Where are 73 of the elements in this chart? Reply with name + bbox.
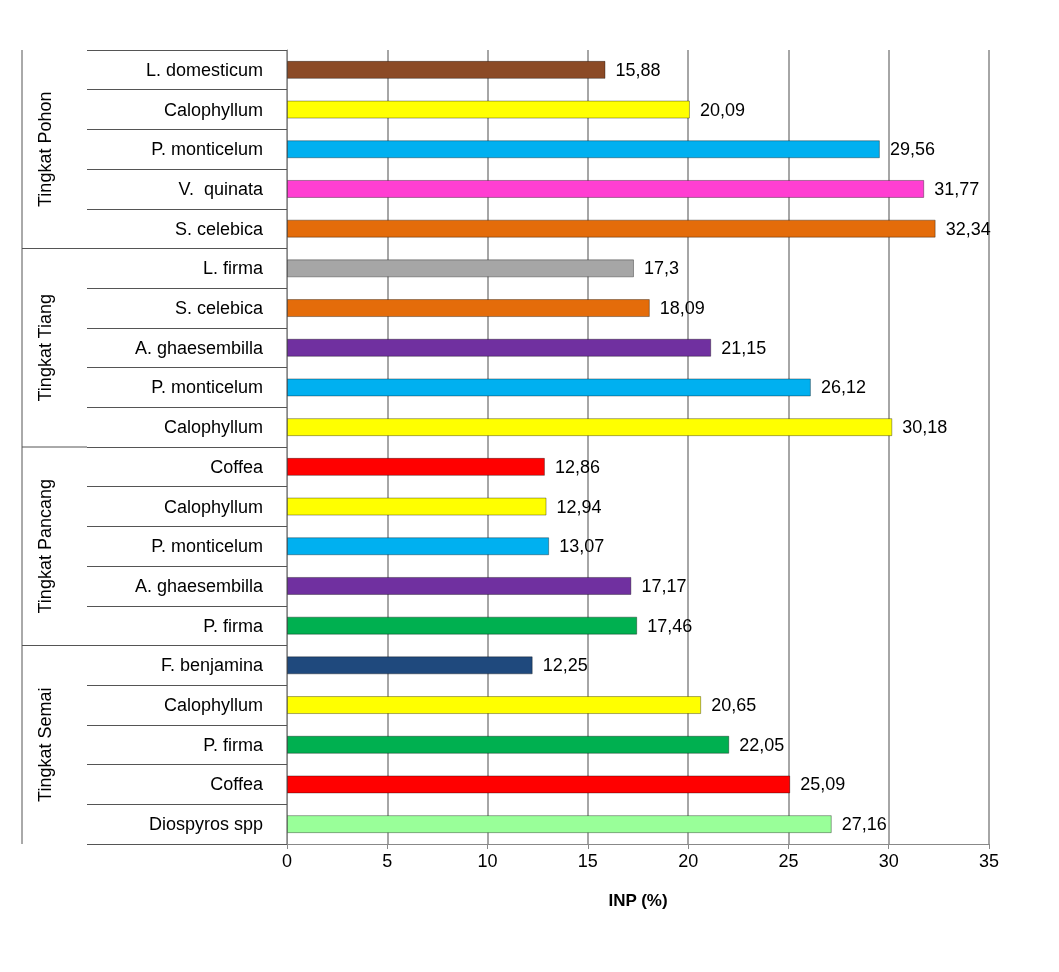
data-label: 29,56 [889,139,935,160]
bar [287,537,550,556]
bar [287,259,634,278]
y-tick-label: Calophyllum [163,496,263,517]
y-tick-label: Coffea [210,456,264,477]
bar [287,140,880,159]
bar [287,299,650,318]
data-label: 15,88 [615,59,661,80]
data-label: 22,05 [739,734,785,755]
data-label: 21,15 [721,337,767,358]
bar [287,576,632,595]
y-tick-label: F. benjamina [160,655,264,676]
bar [287,100,690,119]
data-label: 31,77 [934,178,980,199]
x-tick-label: 15 [577,851,598,871]
bar [287,418,893,437]
y-tick-label: V. quinata [178,178,264,199]
data-label: 27,16 [841,814,887,835]
y-tick-label: Coffea [210,774,264,795]
x-tick-label: 0 [281,851,293,871]
bar [287,656,533,675]
y-tick-label: A. ghaesembilla [134,337,264,358]
bar [287,815,832,834]
y-tick-label: S. celebica [174,218,264,239]
data-label: 13,07 [559,536,605,557]
bar [287,457,545,476]
y-tick-label: P. firma [203,615,264,636]
x-tick-label: 30 [878,851,899,871]
text: Tingkat Pancang [35,479,55,614]
x-tick-label: 10 [477,851,498,871]
data-label: 12,86 [554,456,600,477]
bar [287,616,638,635]
x-tick-label: 25 [778,851,799,871]
bar [287,775,791,794]
x-tick-label: 5 [382,851,393,871]
data-label: 17,3 [643,258,680,279]
bar [287,179,925,198]
x-tick-label: 35 [978,851,1000,871]
data-label: 20,65 [711,695,757,716]
x-axis-title: INP (%) [608,891,668,910]
data-label: 20,09 [699,99,745,120]
y-tick-label: Diospyros spp [148,814,263,835]
bar [287,60,606,79]
data-label: 18,09 [659,298,705,319]
text: Tingkat Semai [35,687,55,802]
data-label: 25,09 [800,774,846,795]
text: Tingkat Pohon [35,91,55,207]
y-tick-label: Calophyllum [163,99,263,120]
y-tick-label: A. ghaesembilla [134,575,264,596]
y-tick-label: P. monticelum [151,139,263,160]
y-tick-label: Calophyllum [163,695,263,716]
data-label: 17,17 [641,575,687,596]
y-tick-label: Calophyllum [163,417,263,438]
data-label: 12,25 [542,655,588,676]
y-tick-label: P. firma [203,734,264,755]
y-tick-label: S. celebica [174,298,264,319]
x-tick-label: 20 [678,851,699,871]
bar [287,338,712,357]
data-label: 17,46 [647,615,693,636]
bar [287,219,936,238]
bar [287,735,730,754]
data-label: 12,94 [556,496,602,517]
bar [287,497,547,516]
bar [287,378,811,397]
y-tick-label: L. domesticum [145,59,263,80]
data-label: 30,18 [902,417,948,438]
text: Tingkat Tiang [35,294,55,402]
y-tick-label: P. monticelum [151,536,263,557]
data-label: 32,34 [945,218,991,239]
data-label: 26,12 [820,377,866,398]
y-tick-label: L. firma [202,258,264,279]
y-tick-label: P. monticelum [151,377,263,398]
bar [287,696,702,715]
